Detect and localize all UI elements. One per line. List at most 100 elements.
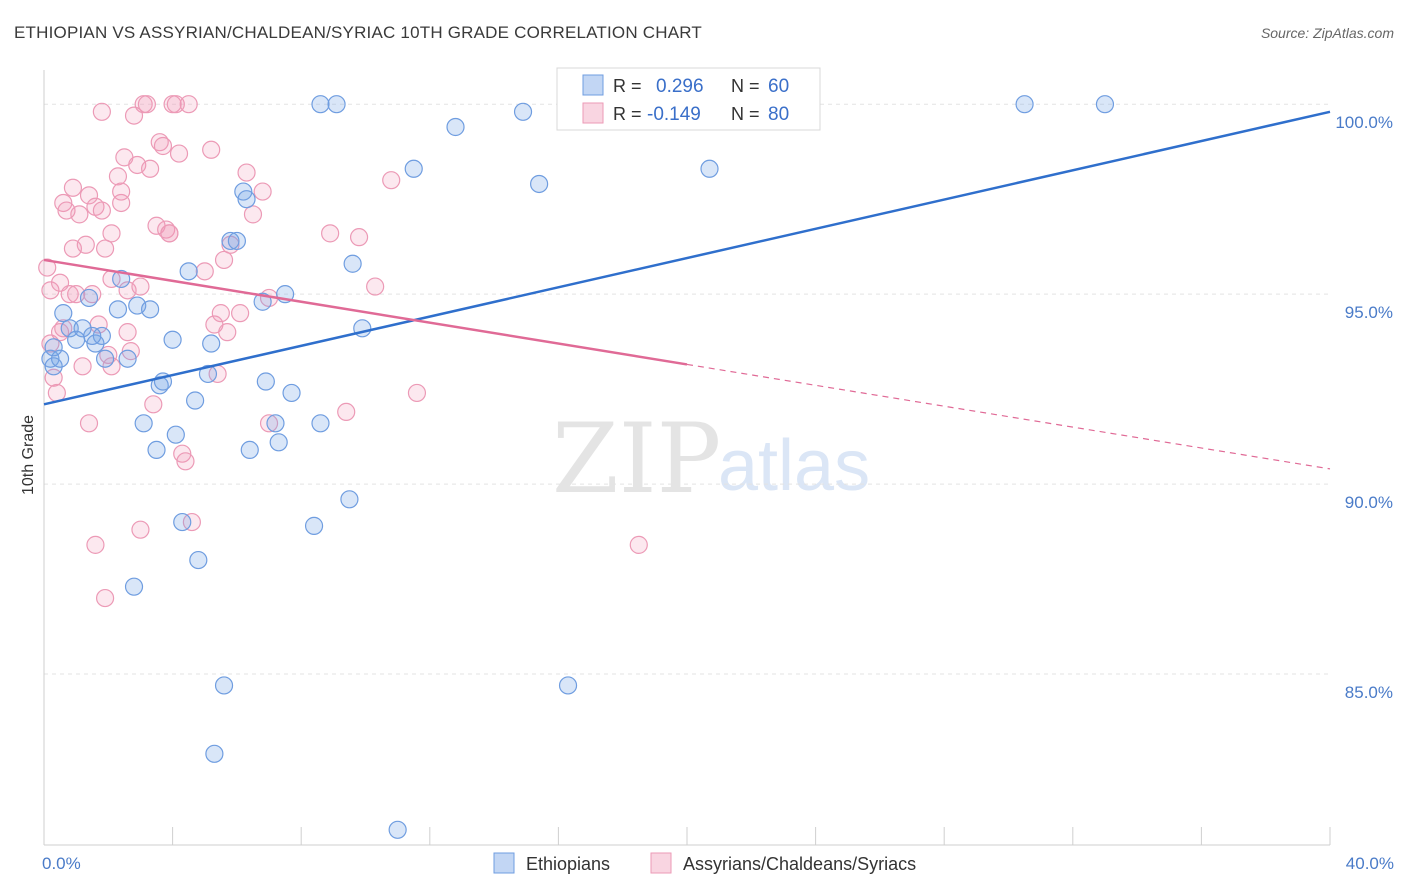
- point-ethiopians-25: [186, 391, 205, 410]
- point-assyrians-24: [95, 239, 115, 258]
- point-ethiopians-28: [202, 334, 221, 353]
- point-ethiopians-54: [558, 676, 578, 695]
- x-tick-labels: 0.0% 40.0%: [42, 854, 1394, 873]
- point-assyrians-46: [153, 136, 173, 156]
- point-ethiopians-14: [124, 577, 144, 596]
- point-assyrians-41: [137, 95, 156, 114]
- point-assyrians-14: [73, 357, 92, 376]
- legend-swatch-ethiopians: [493, 852, 515, 874]
- point-assyrians-53: [176, 452, 195, 471]
- stats-swatch-pink: [582, 102, 604, 124]
- point-ethiopians-58: [44, 338, 63, 357]
- point-assyrians-76: [54, 319, 73, 338]
- point-assyrians-60: [211, 304, 230, 323]
- point-ethiopians-41: [282, 383, 301, 403]
- point-ethiopians-6: [73, 319, 92, 338]
- stats-legend-box: [556, 67, 821, 131]
- point-ethiopians-31: [221, 231, 240, 251]
- trend-line-assyrians: [43, 258, 688, 366]
- x-tick-label-1: 40.0%: [1346, 854, 1394, 873]
- point-ethiopians-3: [54, 304, 73, 323]
- point-assyrians-71: [349, 228, 369, 247]
- point-assyrians-66: [243, 205, 263, 224]
- point-assyrians-67: [253, 182, 272, 201]
- point-ethiopians-52: [513, 102, 533, 121]
- point-assyrians-22: [92, 201, 111, 220]
- point-assyrians-20: [86, 535, 105, 554]
- legend-swatch-assyrians: [650, 852, 672, 874]
- chart-title: ETHIOPIAN VS ASSYRIAN/CHALDEAN/SYRIAC 10…: [14, 23, 702, 42]
- point-assyrians-79: [102, 357, 121, 376]
- point-ethiopians-51: [446, 117, 465, 137]
- point-assyrians-73: [382, 171, 401, 190]
- point-assyrians-51: [169, 144, 189, 163]
- point-assyrians-10: [63, 178, 83, 197]
- stats-n-label-blue: N =: [731, 76, 760, 96]
- point-assyrians-15: [76, 235, 95, 254]
- point-ethiopians-44: [311, 95, 330, 114]
- point-assyrians-56: [195, 262, 214, 281]
- point-assyrians-16: [79, 186, 99, 205]
- point-assyrians-42: [140, 159, 160, 178]
- point-assyrians-9: [60, 285, 79, 304]
- point-ethiopians-39: [269, 433, 288, 452]
- point-assyrians-43: [144, 395, 163, 414]
- series-legend: Ethiopians Assyrians/Chaldeans/Syriacs: [493, 852, 916, 874]
- trend-lines: [43, 110, 1331, 470]
- point-assyrians-38: [131, 277, 150, 296]
- chart-source: Source: ZipAtlas.com: [1261, 25, 1394, 41]
- point-ethiopians-1: [44, 357, 63, 376]
- point-assyrians-29: [108, 167, 128, 186]
- point-ethiopians-37: [256, 372, 275, 391]
- point-assyrians-65: [237, 163, 256, 182]
- point-ethiopians-22: [166, 425, 185, 444]
- stats-r-value-pink: -0.149: [647, 104, 701, 125]
- watermark-zip: ZIP: [552, 403, 721, 515]
- axes: [43, 70, 1331, 846]
- point-ethiopians-55: [700, 159, 719, 178]
- legend-label-assyrians: Assyrians/Chaldeans/Syriacs: [683, 854, 916, 874]
- stats-n-label-pink: N =: [731, 104, 760, 124]
- point-ethiopians-56: [1015, 95, 1034, 114]
- point-ethiopians-2: [50, 349, 70, 368]
- point-assyrians-57: [202, 140, 221, 159]
- point-ethiopians-4: [60, 319, 79, 338]
- point-ethiopians-9: [92, 326, 111, 346]
- point-assyrians-27: [102, 224, 121, 243]
- point-assyrians-77: [160, 224, 179, 243]
- legend-label-ethiopians: Ethiopians: [526, 854, 610, 874]
- point-assyrians-55: [182, 512, 201, 532]
- point-assyrians-64: [231, 304, 250, 323]
- y-tick-label-2: 90.0%: [1345, 493, 1393, 512]
- point-ethiopians-13: [118, 349, 137, 368]
- point-ethiopians-30: [214, 676, 234, 695]
- y-tick-label-1: 95.0%: [1345, 303, 1393, 322]
- point-ethiopians-50: [404, 159, 423, 178]
- point-ethiopians-49: [388, 820, 407, 839]
- point-ethiopians-16: [134, 414, 153, 433]
- stats-r-label-pink: R =: [613, 104, 642, 124]
- point-ethiopians-18: [147, 440, 166, 460]
- stats-n-value-blue: 60: [768, 76, 789, 97]
- point-ethiopians-11: [108, 300, 128, 319]
- point-ethiopians-38: [266, 414, 285, 433]
- point-ethiopians-10: [95, 349, 115, 368]
- point-ethiopians-36: [253, 292, 272, 311]
- point-ethiopians-12: [112, 269, 131, 289]
- point-assyrians-72: [366, 277, 385, 296]
- point-ethiopians-17: [140, 300, 160, 319]
- series-assyrians-points: [38, 95, 648, 608]
- point-ethiopians-45: [327, 95, 346, 114]
- point-assyrians-54: [179, 95, 198, 114]
- point-assyrians-75: [629, 535, 648, 554]
- trend-line-dashed-assyrians: [686, 363, 1331, 470]
- point-assyrians-69: [321, 224, 340, 243]
- point-ethiopians-7: [79, 288, 99, 308]
- point-ethiopians-35: [240, 440, 259, 460]
- point-assyrians-0: [38, 258, 57, 277]
- y-tick-label-3: 85.0%: [1345, 683, 1393, 702]
- point-assyrians-25: [95, 588, 115, 608]
- stats-r-label-blue: R =: [613, 76, 642, 96]
- point-assyrians-68: [259, 414, 279, 433]
- point-assyrians-62: [218, 323, 237, 342]
